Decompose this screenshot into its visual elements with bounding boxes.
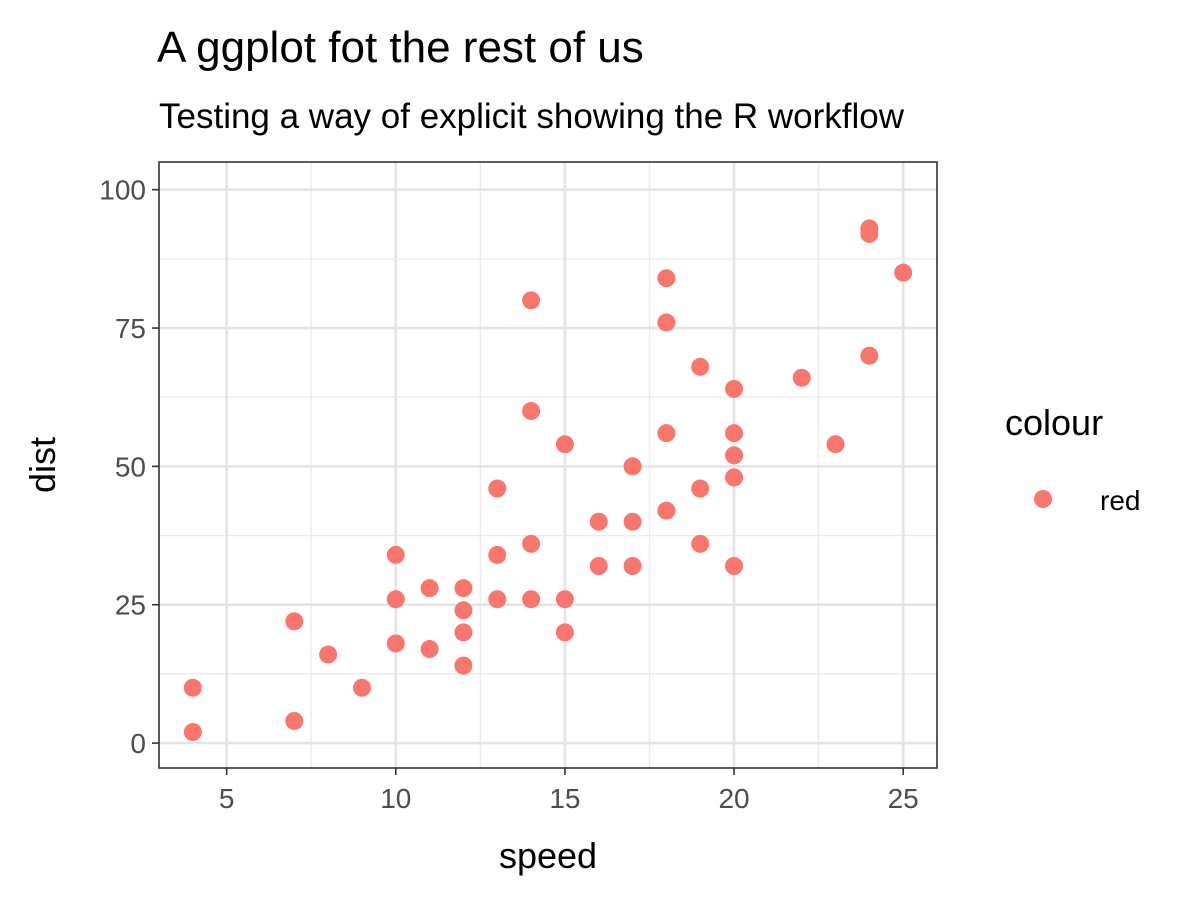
data-point (522, 534, 541, 553)
axes: 5 10 15 20 25 0 25 50 75 100 (99, 175, 918, 814)
chart-subtitle: Testing a way of explicit showing the R … (159, 97, 905, 136)
data-point (454, 656, 473, 675)
data-point (488, 545, 507, 564)
data-point (657, 313, 676, 332)
x-axis-title: speed (499, 835, 597, 876)
x-tick-label: 20 (718, 783, 749, 814)
y-tick-label: 75 (115, 313, 146, 344)
data-point (657, 501, 676, 520)
data-point (285, 612, 304, 631)
data-point (555, 623, 574, 642)
data-point (555, 590, 574, 609)
data-point (860, 346, 879, 365)
legend-label-red: red (1100, 485, 1140, 516)
y-tick-label: 25 (115, 590, 146, 621)
data-point (691, 357, 710, 376)
data-point (386, 634, 405, 653)
data-point (725, 379, 744, 398)
y-tick-label: 100 (99, 175, 146, 206)
data-points (183, 219, 913, 742)
data-point (725, 468, 744, 487)
data-point (522, 291, 541, 310)
data-point (522, 590, 541, 609)
data-point (420, 579, 439, 598)
data-point (488, 590, 507, 609)
data-point (860, 219, 879, 238)
data-point (725, 557, 744, 575)
data-point (454, 623, 473, 642)
data-point (826, 435, 845, 454)
y-tick-label: 50 (115, 451, 146, 482)
data-point (623, 457, 642, 476)
data-point (488, 479, 507, 498)
data-point (522, 402, 541, 421)
data-point (623, 512, 642, 531)
y-axis-title: dist (22, 437, 63, 493)
chart-title: A ggplot fot the rest of us (157, 23, 644, 72)
data-point (725, 424, 744, 443)
plot-panel-border (158, 161, 938, 769)
data-point (285, 711, 304, 730)
data-point (420, 640, 439, 659)
data-point (691, 534, 710, 553)
data-point (657, 424, 676, 443)
data-point (623, 557, 642, 575)
data-point (386, 590, 405, 609)
data-point (352, 678, 371, 697)
data-point (589, 512, 608, 531)
data-point (894, 263, 913, 282)
data-point (183, 723, 202, 742)
data-point (589, 557, 608, 575)
data-point (725, 446, 744, 465)
data-point (386, 545, 405, 564)
legend-title: colour (1005, 402, 1103, 443)
data-point (319, 645, 338, 664)
y-tick-label: 0 (130, 728, 146, 759)
legend-key-red (1034, 490, 1052, 508)
data-point (691, 479, 710, 498)
plot-panel-background (159, 162, 937, 768)
legend: colour red (1005, 402, 1140, 516)
gridlines (159, 162, 937, 768)
data-point (657, 269, 676, 288)
x-tick-label: 5 (219, 783, 235, 814)
data-point (555, 435, 574, 454)
data-point (454, 579, 473, 598)
data-point (454, 601, 473, 620)
x-tick-label: 25 (888, 783, 919, 814)
x-tick-label: 15 (549, 783, 580, 814)
x-tick-label: 10 (380, 783, 411, 814)
data-point (183, 678, 202, 697)
data-point (792, 368, 811, 387)
